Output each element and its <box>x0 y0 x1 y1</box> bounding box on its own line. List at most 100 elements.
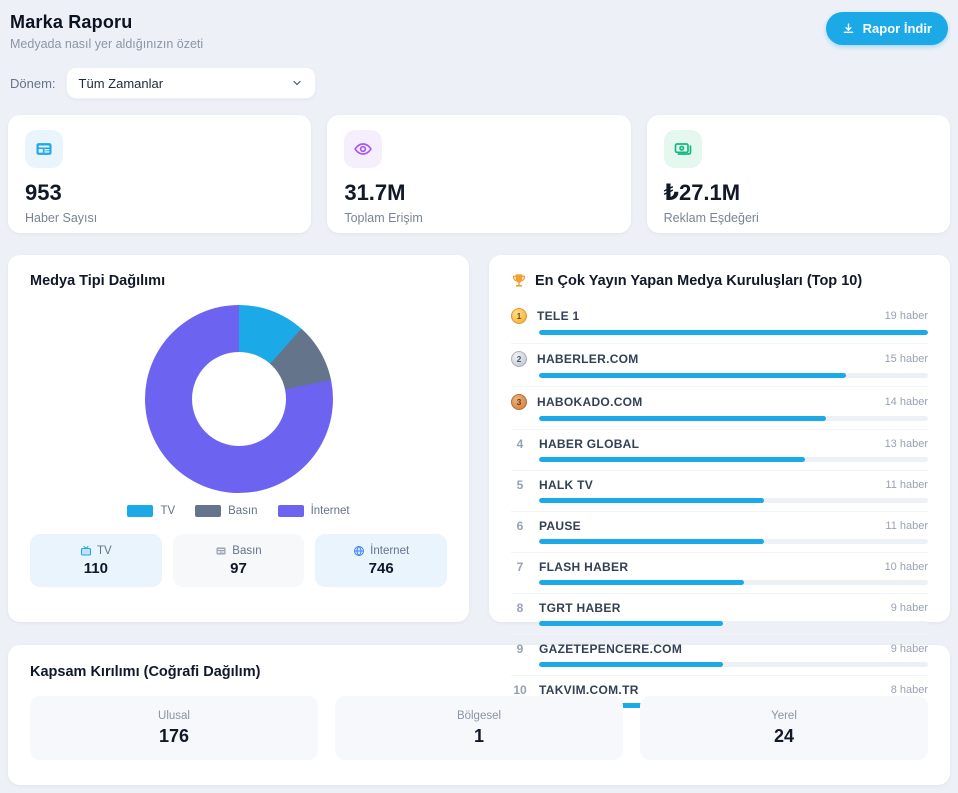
coverage-label: Bölgesel <box>457 710 501 722</box>
outlet-row: 9 GAZETEPENCERE.COM 9 haber <box>511 635 928 676</box>
outlet-count: 8 haber <box>891 684 928 696</box>
outlet-rank: 7 <box>511 560 529 574</box>
donut-legend: TV Basın İnternet <box>30 505 447 517</box>
legend-item-basin: Basın <box>195 505 257 517</box>
tv-icon <box>80 545 92 557</box>
mini-card-internet: İnternet 746 <box>315 534 447 587</box>
outlet-row: 6 PAUSE 11 haber <box>511 512 928 553</box>
coverage-card-national: Ulusal 176 <box>30 696 318 760</box>
outlet-bar-fill <box>539 580 744 585</box>
top-outlets-title-text: En Çok Yayın Yapan Medya Kuruluşları (To… <box>535 273 862 289</box>
stat-label: Reklam Eşdeğeri <box>664 211 933 225</box>
coverage-card-local: Yerel 24 <box>640 696 928 760</box>
mini-label: Basın <box>232 545 261 557</box>
globe-icon <box>353 545 365 557</box>
newspaper-icon <box>25 130 63 168</box>
period-select-value: Tüm Zamanlar <box>79 76 164 91</box>
download-button-label: Rapor İndir <box>863 21 932 36</box>
coverage-label: Yerel <box>771 710 797 722</box>
coverage-cards: Ulusal 176 Bölgesel 1 Yerel 24 <box>30 696 928 760</box>
legend-item-internet: İnternet <box>278 505 350 517</box>
outlet-bar-track <box>539 498 928 503</box>
period-filter: Dönem: Tüm Zamanlar <box>8 67 950 99</box>
outlet-row: 8 TGRT HABER 9 haber <box>511 594 928 635</box>
middle-row: Medya Tipi Dağılımı TV Basın İnternet <box>8 255 950 622</box>
mini-card-basin: Basın 97 <box>173 534 305 587</box>
outlet-row: 3 HABOKADO.COM 14 haber <box>511 387 928 430</box>
stat-card-ad-value: ₺27.1M Reklam Eşdeğeri <box>647 115 950 233</box>
mini-label: TV <box>97 545 112 557</box>
coverage-value: 1 <box>474 726 484 747</box>
coverage-label: Ulusal <box>158 710 190 722</box>
stat-card-news-count: 953 Haber Sayısı <box>8 115 311 233</box>
legend-swatch <box>127 505 153 517</box>
outlet-name: PAUSE <box>539 519 875 533</box>
legend-item-tv: TV <box>127 505 175 517</box>
outlet-name: TGRT HABER <box>539 601 881 615</box>
outlet-bar-track <box>539 621 928 626</box>
media-type-donut-chart <box>145 305 333 493</box>
outlet-bar-fill <box>539 498 764 503</box>
outlet-count: 10 haber <box>885 561 928 573</box>
outlet-bar-fill <box>539 457 805 462</box>
outlet-name: HALK TV <box>539 478 875 492</box>
stat-value: 953 <box>25 180 294 206</box>
top-outlets-panel: En Çok Yayın Yapan Medya Kuruluşları (To… <box>489 255 950 622</box>
period-label: Dönem: <box>10 76 56 91</box>
legend-swatch <box>195 505 221 517</box>
outlet-bar-fill <box>539 330 928 335</box>
mini-label: İnternet <box>370 545 409 557</box>
outlet-row: 2 HABERLER.COM 15 haber <box>511 344 928 387</box>
outlet-count: 9 haber <box>891 643 928 655</box>
outlet-rank: 2 <box>511 351 527 367</box>
brand-report-page: Marka Raporu Medyada nasıl yer aldığınız… <box>0 0 958 793</box>
outlet-bar-fill <box>539 416 826 421</box>
outlet-rank: 6 <box>511 519 529 533</box>
coverage-card-regional: Bölgesel 1 <box>335 696 623 760</box>
top-outlets-list: 1 TELE 1 19 haber 2 HABERLER.COM 15 habe… <box>511 301 928 716</box>
outlet-bar-track <box>539 662 928 667</box>
outlet-count: 15 haber <box>885 353 928 365</box>
outlet-name: TELE 1 <box>537 309 875 323</box>
download-report-button[interactable]: Rapor İndir <box>826 12 948 45</box>
media-type-panel: Medya Tipi Dağılımı TV Basın İnternet <box>8 255 469 622</box>
coverage-value: 176 <box>159 726 189 747</box>
coverage-value: 24 <box>774 726 794 747</box>
outlet-rank: 9 <box>511 642 529 656</box>
period-select[interactable]: Tüm Zamanlar <box>66 67 316 99</box>
legend-swatch <box>278 505 304 517</box>
stat-label: Haber Sayısı <box>25 211 294 225</box>
legend-label: İnternet <box>311 505 350 517</box>
outlet-row: 1 TELE 1 19 haber <box>511 301 928 344</box>
mini-value: 746 <box>369 560 394 577</box>
chevron-down-icon <box>291 77 303 89</box>
outlet-count: 11 haber <box>885 479 928 491</box>
outlet-count: 14 haber <box>885 396 928 408</box>
outlet-count: 19 haber <box>885 310 928 322</box>
outlet-name: GAZETEPENCERE.COM <box>539 642 881 656</box>
outlet-bar-track <box>539 580 928 585</box>
legend-label: Basın <box>228 505 257 517</box>
outlet-bar-track <box>539 457 928 462</box>
media-type-title: Medya Tipi Dağılımı <box>30 273 447 289</box>
title-block: Marka Raporu Medyada nasıl yer aldığınız… <box>10 12 203 51</box>
outlet-count: 11 haber <box>885 520 928 532</box>
stat-value: ₺27.1M <box>664 180 933 206</box>
outlet-bar-track <box>539 330 928 335</box>
outlet-bar-track <box>539 373 928 378</box>
download-icon <box>842 22 855 35</box>
legend-label: TV <box>160 505 175 517</box>
outlet-row: 4 HABER GLOBAL 13 haber <box>511 430 928 471</box>
media-type-mini-cards: TV 110 Basın 97 <box>30 534 447 587</box>
stat-value: 31.7M <box>344 180 613 206</box>
top-outlets-title: En Çok Yayın Yapan Medya Kuruluşları (To… <box>511 273 928 289</box>
outlet-bar-fill <box>539 539 764 544</box>
newspaper-icon <box>215 545 227 557</box>
page-title: Marka Raporu <box>10 12 203 33</box>
banknote-icon <box>664 130 702 168</box>
outlet-bar-track <box>539 416 928 421</box>
outlet-rank: 4 <box>511 437 529 451</box>
outlet-rank: 10 <box>511 683 529 697</box>
outlet-name: TAKVIM.COM.TR <box>539 683 881 697</box>
outlet-rank: 3 <box>511 394 527 410</box>
